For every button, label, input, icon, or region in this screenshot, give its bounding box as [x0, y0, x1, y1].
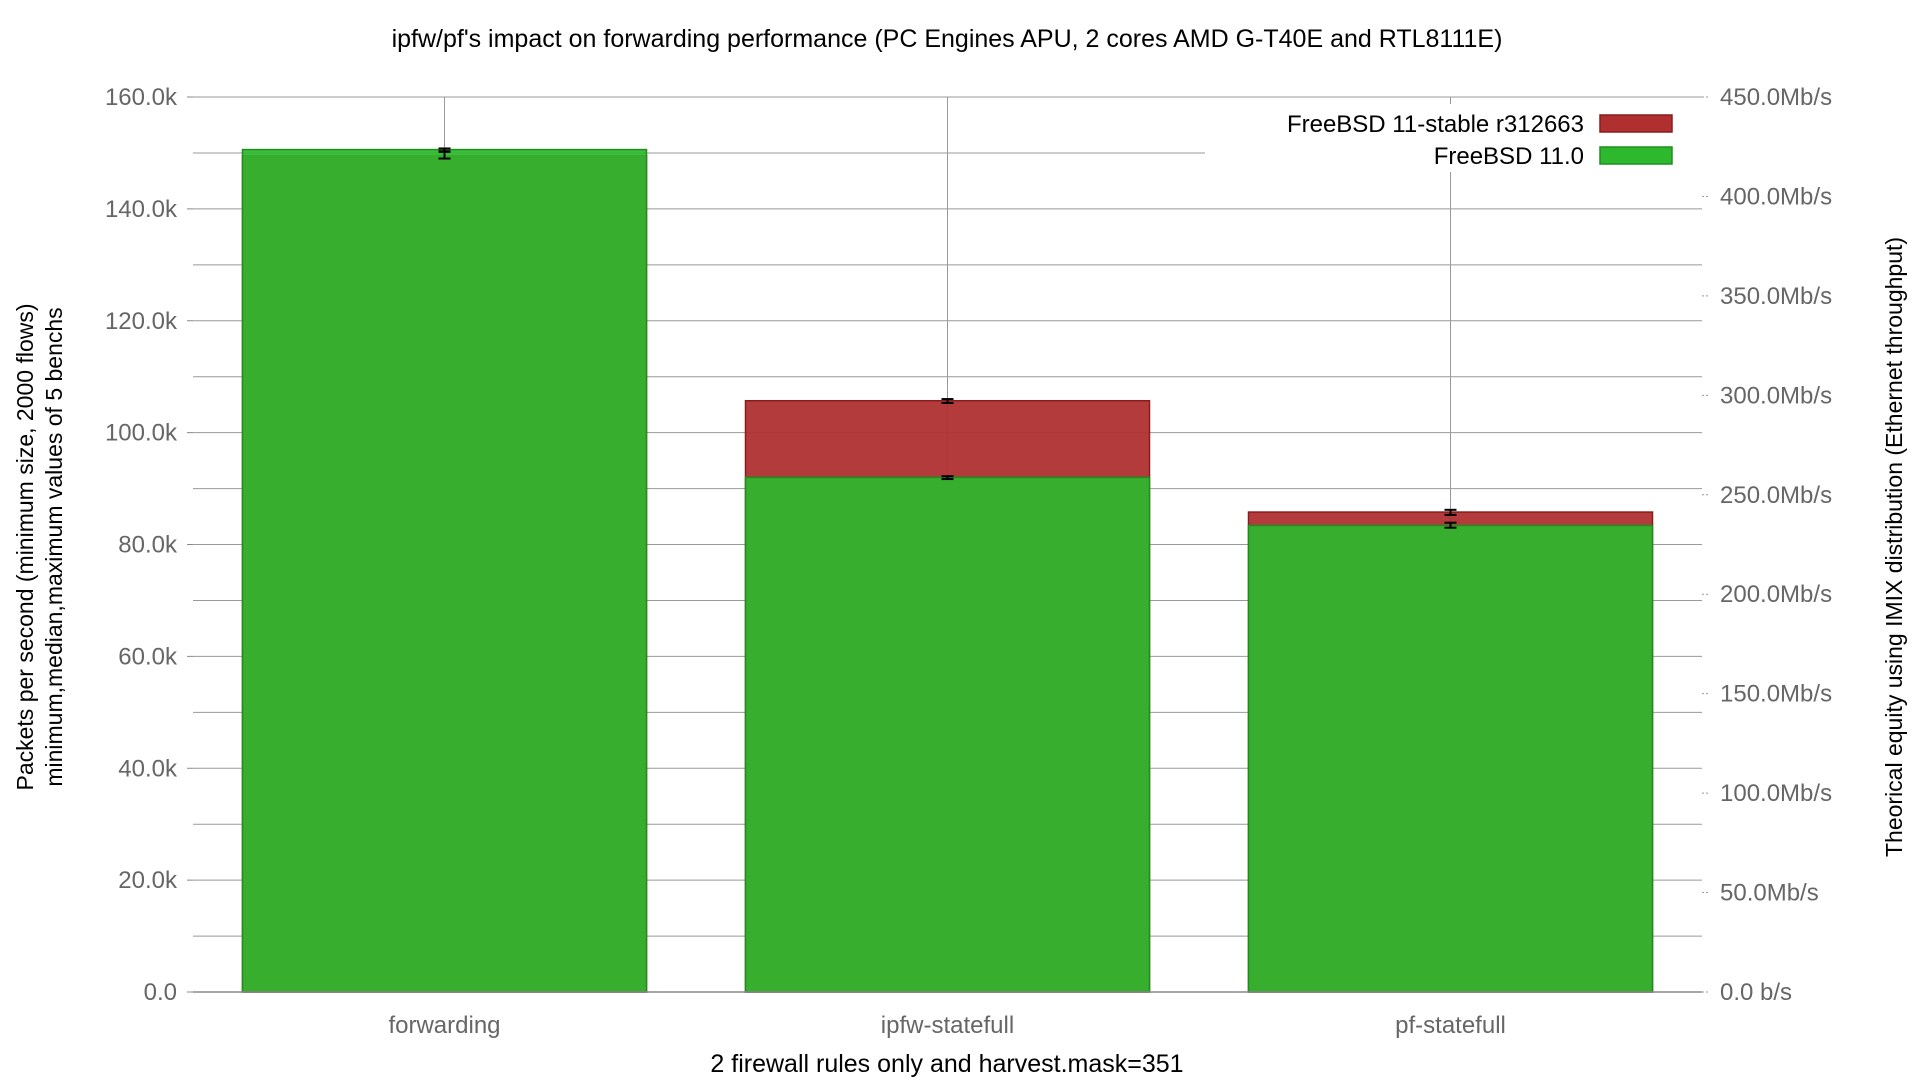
y2-tick-label: 450.0Mb/s: [1720, 84, 1832, 111]
legend-swatch-series-0: [1599, 114, 1673, 133]
y2-tick-label: 50.0Mb/s: [1720, 880, 1819, 907]
y-tick-label: 40.0k: [118, 755, 178, 782]
y2-tick-label: 100.0Mb/s: [1720, 780, 1832, 807]
x-tick-label-ipfw-statefull: ipfw-statefull: [881, 1012, 1014, 1039]
y2-tick-label: 250.0Mb/s: [1720, 482, 1832, 509]
y-tick-label: 100.0k: [105, 420, 178, 447]
y-tick-label: 0.0: [144, 979, 177, 1006]
y-tick-label: 20.0k: [118, 867, 178, 894]
chart-title: ipfw/pf's impact on forwarding performan…: [392, 25, 1503, 53]
bar-forwarding-series-1: [241, 148, 648, 993]
y2-tick-label: 0.0 b/s: [1720, 979, 1792, 1006]
y2-tick-label: 150.0Mb/s: [1720, 681, 1832, 708]
x-axis-title: 2 firewall rules only and harvest.mask=3…: [710, 1050, 1183, 1078]
bar-pf-statefull-series-1: [1247, 524, 1654, 993]
y-tick-label: 60.0k: [118, 643, 178, 670]
legend-label-series-0: FreeBSD 11-stable r312663: [1287, 111, 1584, 138]
legend: FreeBSD 11-stable r312663 FreeBSD 11.0: [1205, 104, 1702, 172]
y2-tick-label: 200.0Mb/s: [1720, 581, 1832, 608]
y-tick-label: 160.0k: [105, 84, 178, 111]
y2-tick-label: 300.0Mb/s: [1720, 382, 1832, 409]
y-tick-label: 140.0k: [105, 196, 178, 223]
error-bars-layer: [438, 147, 1457, 529]
y2-axis-title: Theorical equity using IMIX distribution…: [1881, 237, 1907, 857]
y-tick-label: 80.0k: [118, 532, 178, 559]
x-tick-label-forwarding: forwarding: [388, 1012, 500, 1039]
y2-tick-label: 400.0Mb/s: [1720, 183, 1832, 210]
y-axis-title-line1: Packets per second (minimum size, 2000 f…: [12, 303, 38, 790]
bar-ipfw-statefull-series-1: [744, 476, 1151, 993]
axes-layer: 0.0 20.0k 40.0k 60.0k 80.0k 100.0k 120.0k 140.0…: [105, 84, 1832, 1039]
x-tick-label-pf-statefull: pf-statefull: [1395, 1012, 1506, 1039]
legend-swatch-series-1: [1599, 146, 1673, 165]
legend-label-series-1: FreeBSD 11.0: [1434, 143, 1584, 170]
y-tick-label: 120.0k: [105, 308, 178, 335]
y2-tick-label: 350.0Mb/s: [1720, 283, 1832, 310]
y-axis-title-line2: minimum,median,maximum values of 5 bench…: [41, 307, 67, 786]
bars-layer: [241, 148, 1654, 993]
